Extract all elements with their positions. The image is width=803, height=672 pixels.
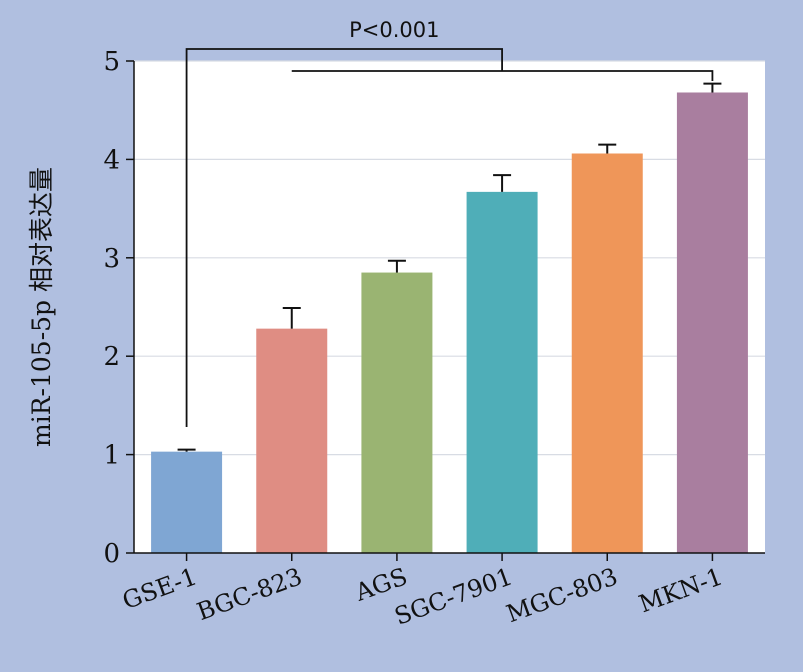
x-tick-label: SGC-7901 <box>391 562 516 630</box>
axes <box>126 60 765 561</box>
y-axis-label: miR-105-5p 相对表达量 <box>27 167 56 447</box>
bracket-span <box>291 70 714 81</box>
bar <box>151 451 223 553</box>
bar <box>571 153 643 553</box>
y-tick-label: 3 <box>103 244 120 274</box>
bracket-main <box>185 48 503 427</box>
bars <box>151 92 748 553</box>
significance-bracket <box>185 48 714 427</box>
x-tick-label: BGC-823 <box>193 562 306 626</box>
y-tick-label: 5 <box>103 47 120 77</box>
x-tick-label: GSE-1 <box>119 562 201 615</box>
bar <box>361 272 433 553</box>
y-tick-label: 1 <box>103 441 120 471</box>
p-value-annotation: P<0.001 <box>349 18 439 42</box>
gridlines <box>134 60 765 456</box>
bar <box>676 92 748 553</box>
y-tick-label: 2 <box>103 342 120 372</box>
x-tick-label: MGC-803 <box>503 562 622 628</box>
y-tick-labels: 0 1 2 3 4 5 <box>103 47 120 569</box>
bar <box>466 191 538 553</box>
y-tick-label: 0 <box>103 539 120 569</box>
error-bars <box>177 82 722 452</box>
plot-area <box>134 61 765 553</box>
y-tick-label: 4 <box>103 145 120 175</box>
x-tick-label: MKN-1 <box>635 562 726 618</box>
bar <box>256 328 328 553</box>
